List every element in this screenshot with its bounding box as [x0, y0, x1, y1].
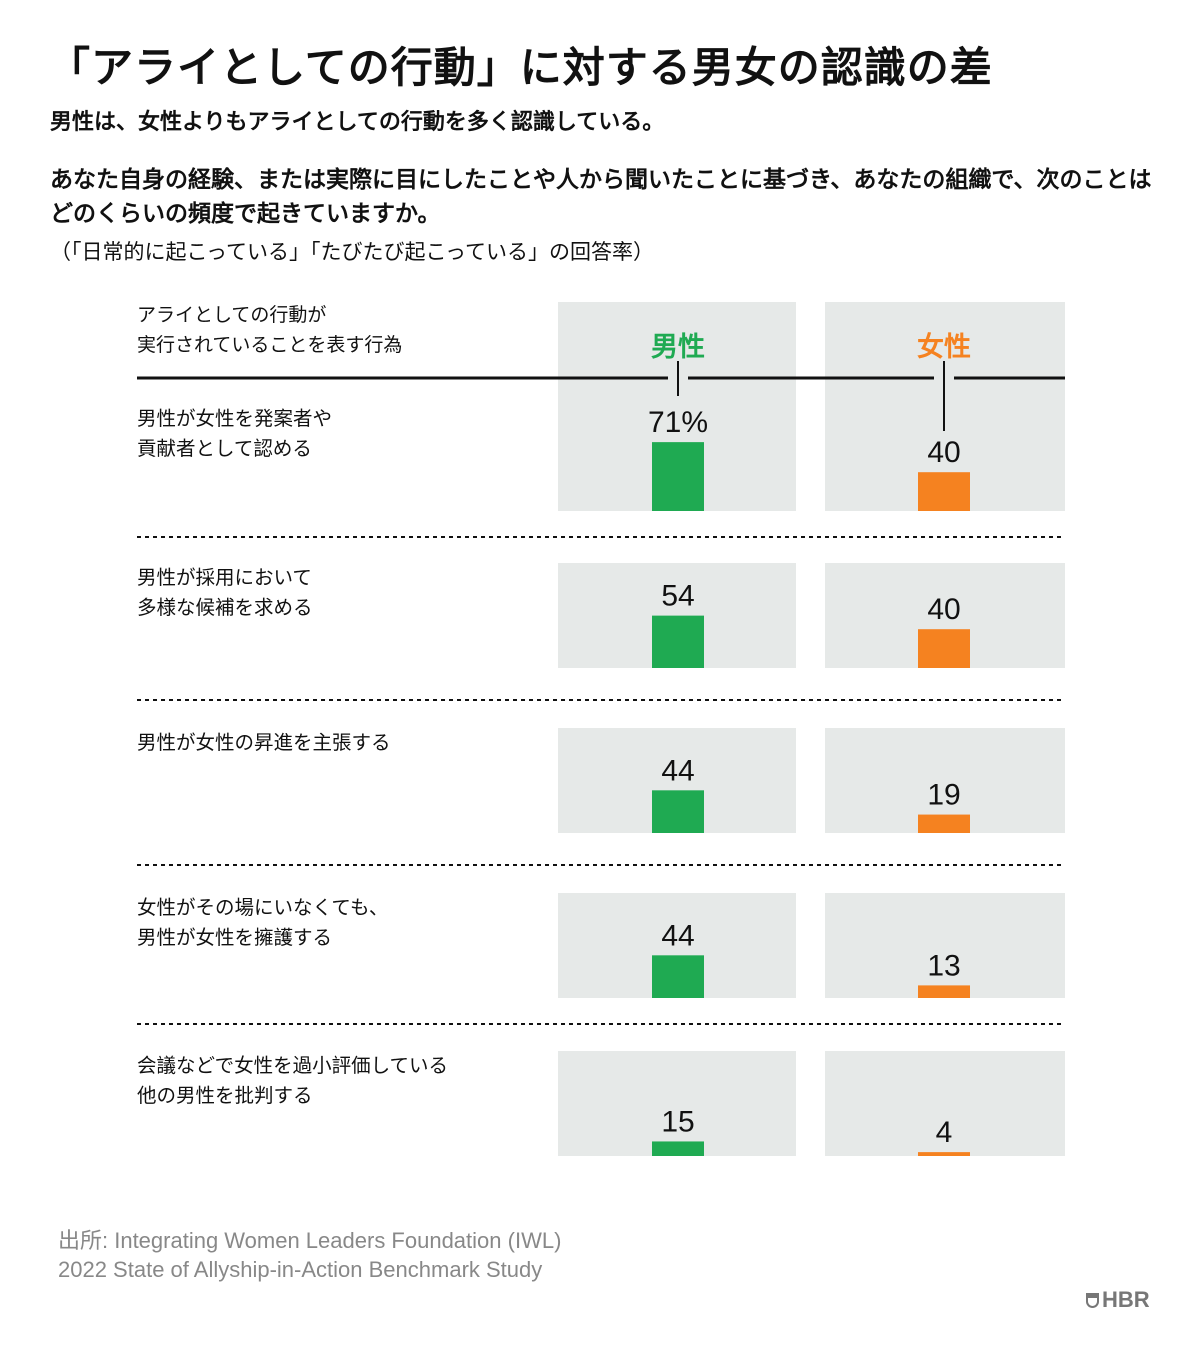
value-label-men-4: 44	[661, 919, 694, 952]
bar-men-4	[652, 955, 704, 998]
bar-women-3	[918, 814, 970, 833]
panel-women-5	[825, 1051, 1065, 1156]
legend-women: 女性	[917, 332, 971, 363]
value-label-men-5: 15	[661, 1105, 694, 1138]
bar-men-1	[652, 442, 704, 511]
bar-women-2	[918, 629, 970, 668]
row-label-4: 女性がその場にいなくても、 男性が女性を擁護する	[137, 896, 389, 949]
row-label-3: 男性が女性の昇進を主張する	[137, 731, 391, 754]
hbr-logo: HBR	[1086, 1287, 1150, 1313]
response-note: （「日常的に起こっている」「たびたび起こっている」の回答率）	[50, 240, 654, 264]
panel-men-5	[558, 1051, 796, 1156]
value-label-men-1: 71%	[648, 406, 708, 439]
bar-women-1	[918, 472, 970, 511]
value-label-women-4: 13	[927, 949, 960, 982]
value-label-women-2: 40	[927, 593, 960, 626]
row-label-5: 会議などで女性を過小評価している 他の男性を批判する	[137, 1054, 449, 1107]
survey-question: あなた自身の経験、または実際に目にしたことや人から聞いたことに基づき、あなたの組…	[50, 167, 1152, 227]
bar-men-5	[652, 1141, 704, 1156]
value-label-women-1: 40	[927, 436, 960, 469]
row-header-label: アライとしての行動が 実行されていることを表す行為	[137, 304, 403, 356]
row-label-1: 男性が女性を発案者や 貢献者として認める	[137, 407, 333, 460]
value-label-men-2: 54	[661, 580, 694, 613]
bar-men-3	[652, 790, 704, 833]
row-label-2: 男性が採用において 多様な候補を求める	[137, 566, 313, 619]
bar-women-5	[918, 1152, 970, 1156]
shield-icon	[1086, 1293, 1099, 1308]
value-label-women-5: 4	[936, 1116, 953, 1149]
chart-title: 「アライとしての行動」に対する男女の認識の差	[48, 43, 993, 92]
value-label-women-3: 19	[927, 779, 960, 812]
legend-men: 男性	[651, 332, 705, 363]
logo-text: HBR	[1102, 1287, 1150, 1312]
panel-women-4	[825, 893, 1065, 998]
bar-men-2	[652, 615, 704, 668]
bar-women-4	[918, 985, 970, 998]
value-label-men-3: 44	[661, 754, 694, 787]
chart-subtitle: 男性は、女性よりもアライとしての行動を多く認識している。	[50, 110, 665, 135]
source-note: 出所: Integrating Women Leaders Foundation…	[58, 1228, 562, 1282]
